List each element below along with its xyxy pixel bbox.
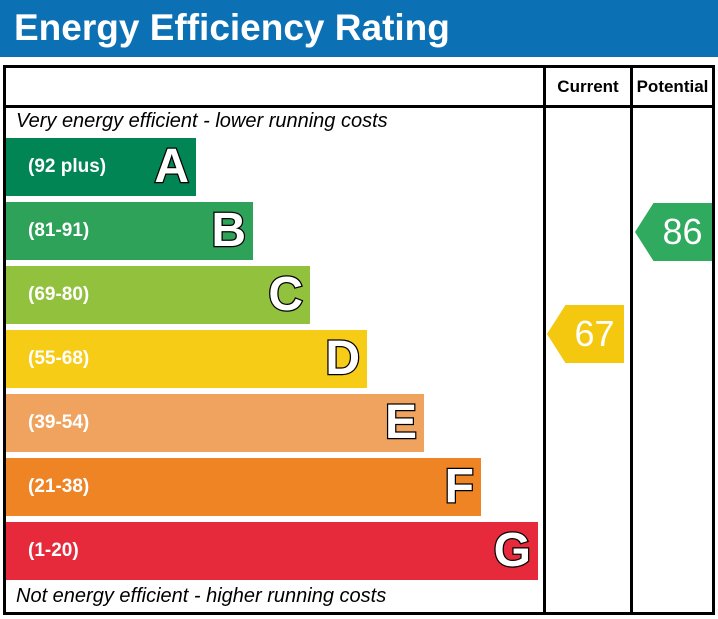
band-letter: G [492,523,532,579]
band-f: (21-38) F [6,458,481,516]
potential-column-divider [630,68,633,612]
band-letter: E [384,395,419,451]
column-header-potential: Potential [636,77,709,96]
current-rating-arrow: 67 [547,305,624,363]
band-range-label: (55-68) [28,348,90,369]
potential-rating-arrow: 86 [635,203,712,261]
page-title: Energy Efficiency Rating [0,0,718,57]
band-letter: F [443,459,475,515]
band-range-label: (92 plus) [28,156,107,177]
band-letter: C [267,267,304,323]
band-range-label: (21-38) [28,476,90,497]
band-d: (55-68) D [6,330,367,388]
current-column-divider [543,68,546,612]
band-range-label: (69-80) [28,284,90,305]
band-letter: D [324,331,361,387]
band-e: (39-54) E [6,394,424,452]
bottom-note: Not energy efficient - higher running co… [16,585,387,607]
band-a: (92 plus) A [6,138,196,196]
band-letter: A [153,139,190,195]
band-g: (1-20) G [6,522,538,580]
band-range-label: (1-20) [28,540,79,561]
band-range-label: (39-54) [28,412,90,433]
header-divider [6,105,712,108]
band-letter: B [210,203,247,259]
band-b: (81-91) B [6,202,253,260]
column-header-current: Current [557,77,619,96]
top-note: Very energy efficient - lower running co… [16,110,388,132]
band-range-label: (81-91) [28,220,90,241]
rating-table: Current Potential Very energy efficient … [3,65,715,615]
band-c: (69-80) C [6,266,310,324]
